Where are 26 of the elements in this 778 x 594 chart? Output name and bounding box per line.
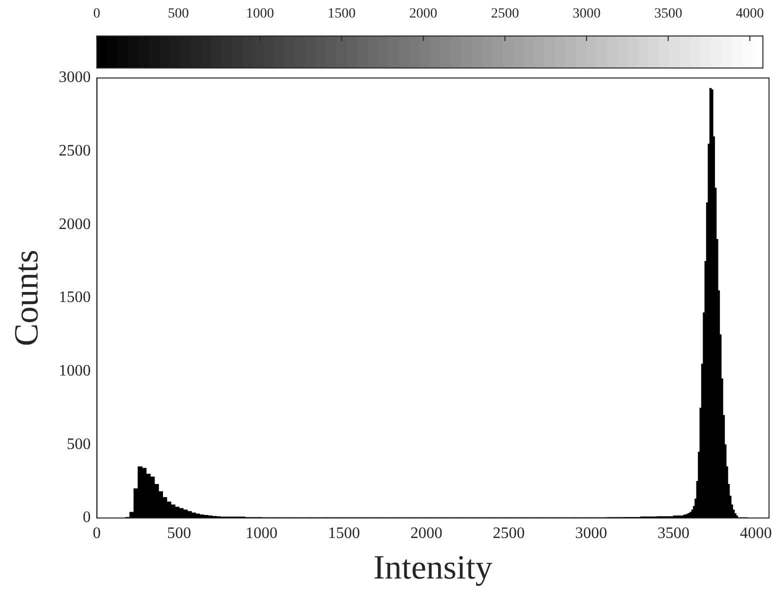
y-tick-label: 3000 [58, 69, 91, 86]
color-bar-label: 2500 [490, 6, 519, 22]
y-tick-label: 2000 [58, 216, 91, 233]
x-tick-label: 3000 [575, 524, 608, 542]
x-tick-label: 4000 [740, 524, 772, 542]
color-bar-label: 1500 [328, 6, 356, 22]
y-tick-label: 500 [66, 436, 91, 453]
x-tick-label: 3500 [657, 524, 690, 542]
x-tick-label: 1500 [328, 524, 360, 542]
y-tick-label: 1500 [58, 289, 91, 306]
x-tick-label: 2500 [492, 524, 525, 542]
color-bar-label: 500 [168, 6, 189, 22]
x-tick-label: 500 [167, 524, 192, 542]
y-axis-title: Counts [8, 250, 46, 346]
x-tick-label: 2000 [410, 524, 442, 542]
color-bar-label: 3500 [654, 6, 682, 22]
color-bar-label: 1000 [246, 6, 274, 22]
color-bar-label: 4000 [736, 6, 764, 22]
y-tick-label: 1000 [58, 362, 91, 380]
y-tick-label: 0 [82, 509, 91, 526]
x-tick-label: 1000 [246, 524, 278, 542]
color-bar-label: 0 [93, 6, 100, 22]
y-tick-label: 2500 [58, 142, 91, 160]
color-bar-label: 3000 [572, 6, 601, 22]
x-axis-title: Intensity [373, 550, 492, 587]
color-bar-label: 2000 [409, 6, 438, 22]
